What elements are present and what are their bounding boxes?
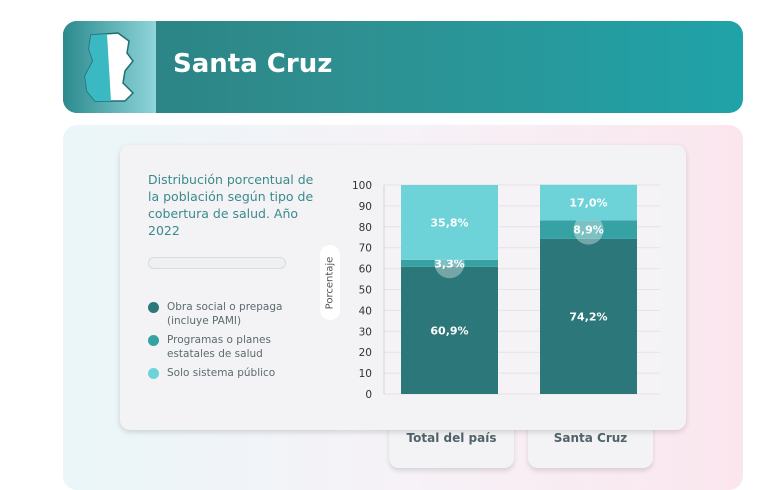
y-tick-label: 90 <box>359 201 372 213</box>
category-label: Santa Cruz <box>553 431 628 445</box>
category-label: Total del país <box>406 431 497 445</box>
y-tick-label: 100 <box>352 180 372 192</box>
y-tick-label: 40 <box>359 305 372 317</box>
y-axis-label: Porcentaje <box>320 245 340 320</box>
data-label: 74,2% <box>569 310 607 323</box>
y-tick-label: 20 <box>359 347 372 359</box>
bar-segment <box>540 184 637 221</box>
data-label: 17,0% <box>569 197 607 210</box>
bar-segment <box>401 266 498 394</box>
decorative-pill <box>148 257 286 269</box>
province-map-icon <box>63 21 156 113</box>
header-banner: Santa Cruz <box>63 21 743 113</box>
data-label: 3,3% <box>434 257 465 270</box>
data-label: 8,9% <box>573 224 604 237</box>
bar-segment <box>540 238 637 394</box>
legend-item: Solo sistema público <box>148 366 308 380</box>
data-label: 35,8% <box>430 216 468 229</box>
label-bubble <box>573 214 604 245</box>
legend-label: Obra social o prepaga (incluye PAMI) <box>167 301 283 327</box>
chart-title: Distribución porcentual de la población … <box>148 172 314 238</box>
y-tick-label: 60 <box>359 264 372 276</box>
page-title: Santa Cruz <box>173 49 333 79</box>
y-tick-label: 10 <box>359 368 372 380</box>
y-tick-label: 30 <box>359 326 372 338</box>
bar-segment <box>401 259 498 267</box>
legend-label: Programas o planes estatales de salud <box>167 334 271 360</box>
bar-segment <box>401 185 498 260</box>
legend-item: Obra social o prepaga (incluye PAMI) <box>148 300 308 328</box>
y-tick-label: 0 <box>365 389 372 401</box>
legend-dot <box>148 335 159 346</box>
y-tick-label: 80 <box>359 222 372 234</box>
y-tick-label: 50 <box>359 285 372 297</box>
legend-dot <box>148 302 159 313</box>
legend-dot <box>148 368 159 379</box>
legend-label: Solo sistema público <box>167 367 276 379</box>
data-label: 60,9% <box>430 324 468 337</box>
bar-segment <box>540 220 637 239</box>
legend-item: Programas o planes estatales de salud <box>148 333 308 361</box>
y-tick-label: 70 <box>359 243 372 255</box>
legend: Obra social o prepaga (incluye PAMI) Pro… <box>148 300 308 385</box>
